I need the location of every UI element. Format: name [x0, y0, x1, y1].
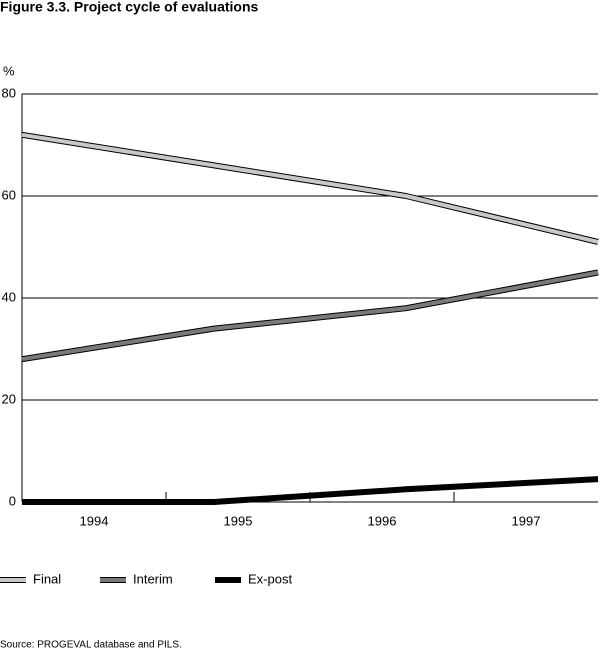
legend-label: Final — [33, 571, 61, 586]
line — [21, 270, 599, 362]
series — [22, 476, 599, 505]
x-tick-label: 1996 — [368, 513, 397, 528]
line-outline — [21, 131, 599, 245]
line — [21, 132, 599, 244]
x-tick-label: 1995 — [224, 513, 253, 528]
chart-title: Figure 3.3. Project cycle of evaluations — [0, 0, 259, 15]
legend-label: Interim — [133, 571, 173, 586]
y-axis-label: % — [3, 63, 15, 78]
legend-label: Ex-post — [248, 571, 292, 586]
source-note: Source: PROGEVAL database and PILS. — [0, 640, 182, 651]
line — [22, 476, 599, 505]
y-tick-label: 80 — [2, 85, 16, 100]
y-tick-label: 20 — [2, 391, 16, 406]
x-tick-label: 1997 — [512, 513, 541, 528]
x-tick-label: 1994 — [80, 513, 109, 528]
series — [21, 269, 599, 363]
y-tick-label: 0 — [9, 493, 16, 508]
y-tick-label: 60 — [2, 187, 16, 202]
series — [21, 131, 599, 245]
y-tick-label: 40 — [2, 289, 16, 304]
